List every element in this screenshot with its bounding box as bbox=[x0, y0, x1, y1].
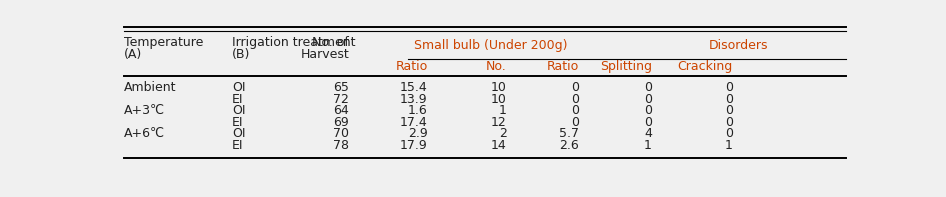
Text: Splitting: Splitting bbox=[600, 60, 652, 73]
Text: 0: 0 bbox=[725, 104, 732, 117]
Text: 1.6: 1.6 bbox=[408, 104, 428, 117]
Text: 69: 69 bbox=[333, 116, 349, 129]
Text: Disorders: Disorders bbox=[709, 39, 768, 52]
Text: Temperature: Temperature bbox=[124, 36, 203, 49]
Text: OI: OI bbox=[232, 81, 245, 94]
Text: 2.6: 2.6 bbox=[559, 139, 579, 152]
Text: EI: EI bbox=[232, 93, 243, 106]
Text: 0: 0 bbox=[570, 116, 579, 129]
Text: EI: EI bbox=[232, 116, 243, 129]
Text: 17.9: 17.9 bbox=[400, 139, 428, 152]
Text: OI: OI bbox=[232, 127, 245, 140]
Text: 17.4: 17.4 bbox=[400, 116, 428, 129]
Text: 1: 1 bbox=[644, 139, 652, 152]
Text: 64: 64 bbox=[333, 104, 349, 117]
Text: EI: EI bbox=[232, 139, 243, 152]
Text: 1: 1 bbox=[725, 139, 732, 152]
Text: 0: 0 bbox=[644, 81, 652, 94]
Text: 2: 2 bbox=[499, 127, 507, 140]
Text: 0: 0 bbox=[570, 81, 579, 94]
Text: Harvest: Harvest bbox=[301, 48, 349, 61]
Text: 14: 14 bbox=[491, 139, 507, 152]
Text: Irrigation treatment: Irrigation treatment bbox=[232, 36, 356, 49]
Text: No.: No. bbox=[486, 60, 507, 73]
Text: 2.9: 2.9 bbox=[408, 127, 428, 140]
Text: A+6℃: A+6℃ bbox=[124, 127, 166, 140]
Text: No. of: No. of bbox=[312, 36, 349, 49]
Text: 10: 10 bbox=[491, 81, 507, 94]
Text: 5.7: 5.7 bbox=[559, 127, 579, 140]
Text: Cracking: Cracking bbox=[677, 60, 732, 73]
Text: 0: 0 bbox=[644, 104, 652, 117]
Text: 0: 0 bbox=[725, 116, 732, 129]
Text: 4: 4 bbox=[644, 127, 652, 140]
Text: 1: 1 bbox=[499, 104, 507, 117]
Text: Ratio: Ratio bbox=[547, 60, 579, 73]
Text: Ratio: Ratio bbox=[395, 60, 428, 73]
Text: 13.9: 13.9 bbox=[400, 93, 428, 106]
Text: 70: 70 bbox=[333, 127, 349, 140]
Text: A+3℃: A+3℃ bbox=[124, 104, 166, 117]
Text: 0: 0 bbox=[570, 93, 579, 106]
Text: (A): (A) bbox=[124, 48, 142, 61]
Text: 15.4: 15.4 bbox=[400, 81, 428, 94]
Text: 0: 0 bbox=[644, 116, 652, 129]
Text: 0: 0 bbox=[570, 104, 579, 117]
Text: Ambient: Ambient bbox=[124, 81, 177, 94]
Text: 10: 10 bbox=[491, 93, 507, 106]
Text: OI: OI bbox=[232, 104, 245, 117]
Text: 12: 12 bbox=[491, 116, 507, 129]
Text: 72: 72 bbox=[333, 93, 349, 106]
Text: 65: 65 bbox=[333, 81, 349, 94]
Text: 0: 0 bbox=[725, 127, 732, 140]
Text: 0: 0 bbox=[725, 93, 732, 106]
Text: (B): (B) bbox=[232, 48, 251, 61]
Text: Small bulb (Under 200g): Small bulb (Under 200g) bbox=[413, 39, 567, 52]
Text: 0: 0 bbox=[644, 93, 652, 106]
Text: 78: 78 bbox=[333, 139, 349, 152]
Text: 0: 0 bbox=[725, 81, 732, 94]
